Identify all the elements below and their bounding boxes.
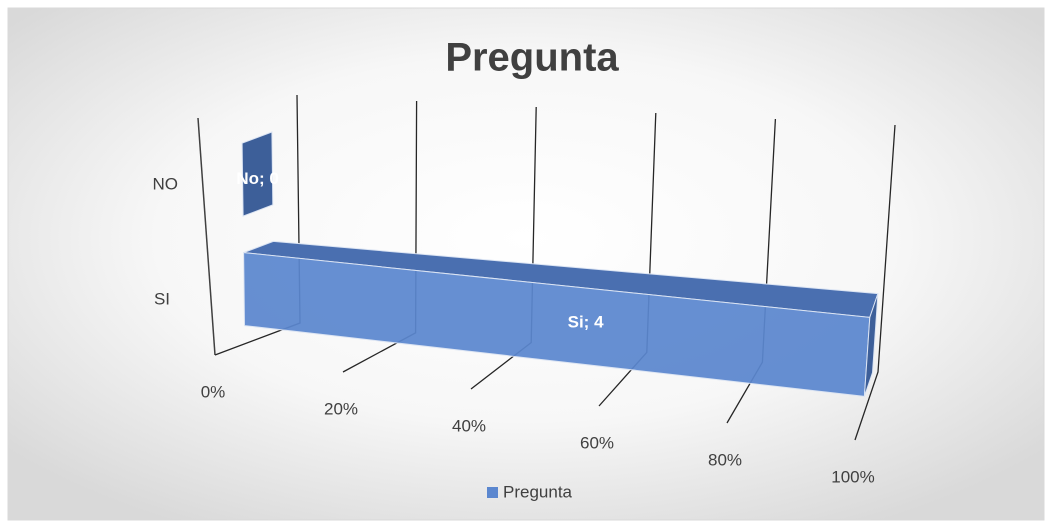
data-label: No; 0 — [236, 169, 279, 188]
y-tick-label: SI — [154, 289, 170, 308]
grid-line — [854, 124, 896, 441]
legend-label: Pregunta — [503, 482, 573, 501]
axis-line — [197, 117, 216, 356]
x-tick-label: 20% — [324, 399, 358, 418]
x-tick-label: 100% — [831, 467, 874, 486]
bar-end — [241, 131, 274, 217]
x-tick-label: 60% — [580, 433, 614, 452]
data-label: Si; 4 — [568, 312, 604, 331]
legend: Pregunta — [487, 482, 573, 501]
bar-end — [863, 293, 879, 397]
x-tick-label: 0% — [201, 382, 226, 401]
x-tick-label: 80% — [708, 450, 742, 469]
bar — [241, 131, 274, 217]
x-tick-label: 40% — [452, 416, 486, 435]
legend-swatch — [487, 487, 498, 498]
bar — [243, 240, 879, 397]
y-tick-label: NO — [153, 174, 179, 193]
chart-title: Pregunta — [445, 36, 619, 80]
